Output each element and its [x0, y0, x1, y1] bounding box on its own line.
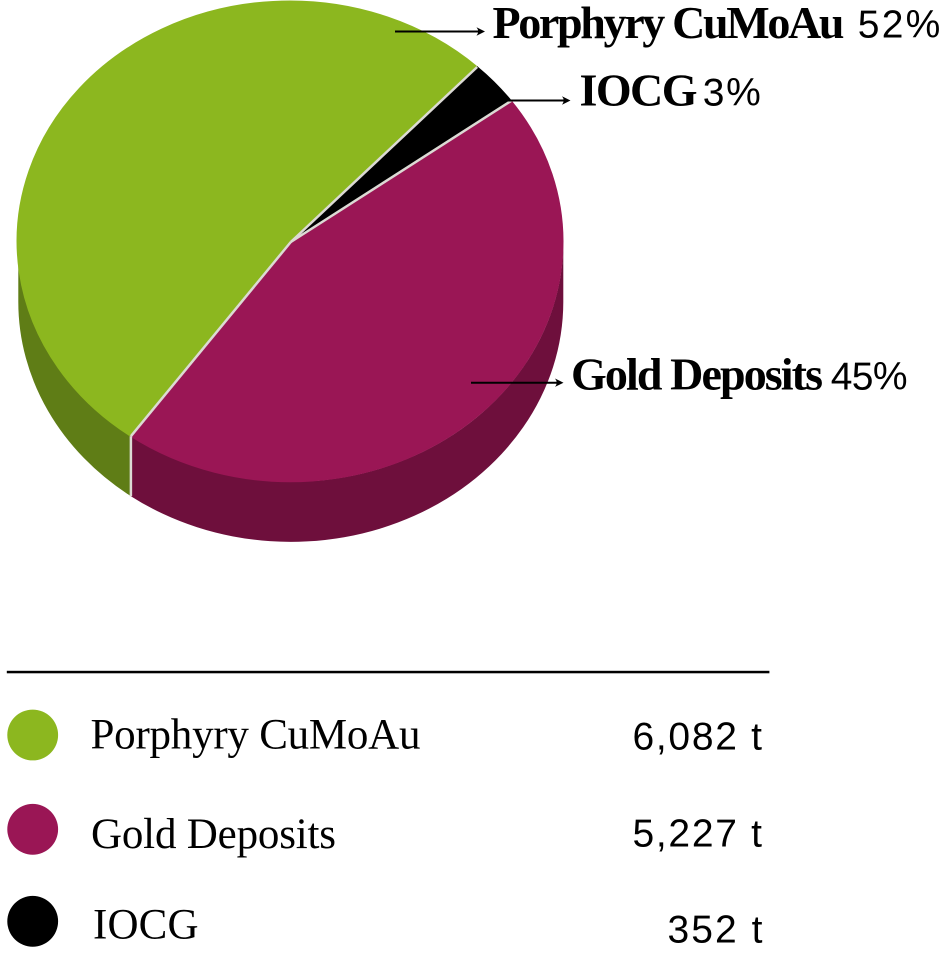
svg-text:3%: 3%: [703, 71, 761, 114]
svg-text:Gold Deposits: Gold Deposits: [91, 811, 336, 858]
svg-text:Porphyry CuMoAu: Porphyry CuMoAu: [91, 711, 421, 758]
svg-text:5,227 t: 5,227 t: [633, 812, 763, 855]
svg-text:6,082 t: 6,082 t: [633, 716, 763, 759]
svg-text:352 t: 352 t: [668, 909, 763, 952]
svg-text:45%: 45%: [831, 356, 908, 399]
svg-text:IOCG: IOCG: [580, 65, 698, 116]
svg-text:IOCG: IOCG: [93, 902, 199, 949]
svg-text:Porphyry CuMoAu: Porphyry CuMoAu: [493, 0, 845, 48]
svg-text:52%: 52%: [858, 4, 941, 47]
svg-text:Gold Deposits: Gold Deposits: [571, 349, 823, 400]
